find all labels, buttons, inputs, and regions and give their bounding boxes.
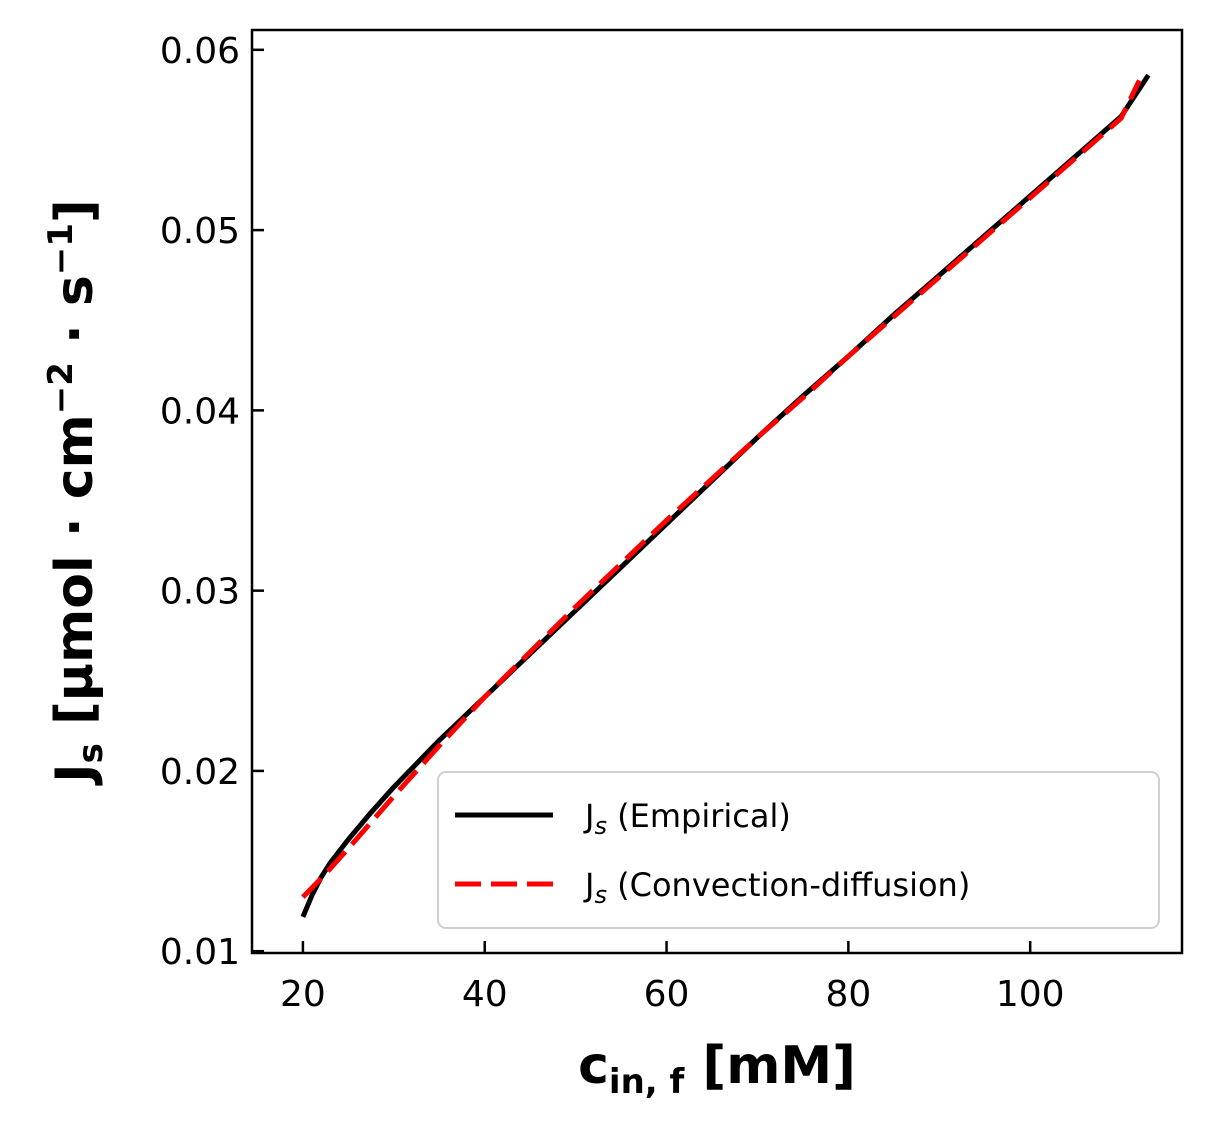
y-tick-label: 0.05 <box>160 211 240 252</box>
legend-label-convection-diffusion: Js (Convection-diffusion) <box>583 866 970 909</box>
legend-label-empirical: Js (Empirical) <box>583 797 791 840</box>
x-tick-label: 60 <box>644 974 690 1015</box>
y-axis-ticks: 0.01 0.02 0.03 0.04 0.05 0.06 <box>160 31 264 973</box>
x-axis-title: cin, f [mM] <box>578 1036 856 1102</box>
x-tick-label: 20 <box>280 974 326 1015</box>
y-tick-label: 0.04 <box>160 391 240 432</box>
legend: Js (Empirical) Js (Convection-diffusion) <box>437 771 1160 929</box>
series-layer <box>300 73 1151 918</box>
y-tick-label: 0.01 <box>160 932 240 973</box>
x-tick-label: 40 <box>462 974 508 1015</box>
x-tick-label: 80 <box>825 974 871 1015</box>
series-line-convection-diffusion <box>301 79 1142 899</box>
y-tick-label: 0.03 <box>160 572 240 613</box>
y-axis-title: Js [μmol · cm−2 · s−1] <box>41 199 111 785</box>
y-tick-label: 0.02 <box>160 752 240 793</box>
legend-box <box>437 771 1160 929</box>
x-tick-label: 100 <box>996 974 1065 1015</box>
y-tick-label: 0.06 <box>160 31 240 72</box>
x-axis-ticks: 20 40 60 80 100 <box>280 941 1065 1015</box>
